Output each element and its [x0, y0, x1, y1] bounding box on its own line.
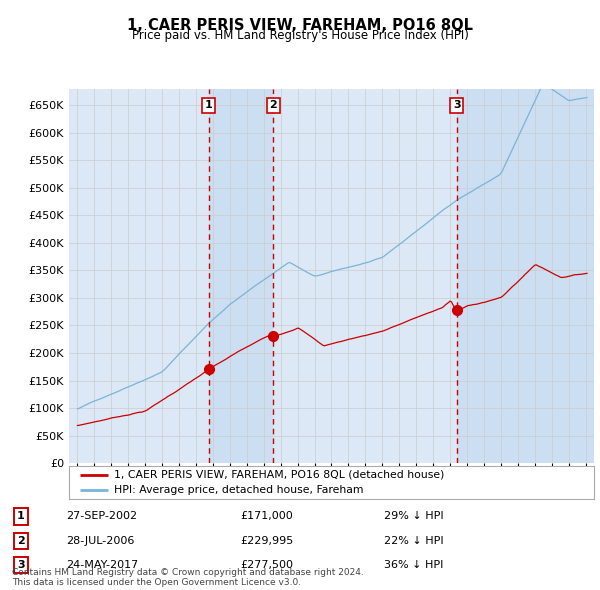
Text: 36% ↓ HPI: 36% ↓ HPI — [384, 560, 443, 570]
Text: 1, CAER PERIS VIEW, FAREHAM, PO16 8QL (detached house): 1, CAER PERIS VIEW, FAREHAM, PO16 8QL (d… — [113, 470, 444, 480]
Text: £229,995: £229,995 — [240, 536, 293, 546]
Text: 1: 1 — [17, 512, 25, 522]
Text: 1: 1 — [205, 100, 212, 110]
Text: 3: 3 — [17, 560, 25, 570]
Text: Price paid vs. HM Land Registry's House Price Index (HPI): Price paid vs. HM Land Registry's House … — [131, 30, 469, 42]
Text: £171,000: £171,000 — [240, 512, 293, 522]
Text: 1, CAER PERIS VIEW, FAREHAM, PO16 8QL: 1, CAER PERIS VIEW, FAREHAM, PO16 8QL — [127, 18, 473, 32]
Text: HPI: Average price, detached house, Fareham: HPI: Average price, detached house, Fare… — [113, 485, 363, 495]
Text: 3: 3 — [453, 100, 460, 110]
Text: 2: 2 — [269, 100, 277, 110]
Text: 2: 2 — [17, 536, 25, 546]
Text: Contains HM Land Registry data © Crown copyright and database right 2024.
This d: Contains HM Land Registry data © Crown c… — [12, 568, 364, 587]
Text: 29% ↓ HPI: 29% ↓ HPI — [384, 512, 443, 522]
Text: £277,500: £277,500 — [240, 560, 293, 570]
Text: 22% ↓ HPI: 22% ↓ HPI — [384, 536, 443, 546]
Bar — [457, 88, 594, 463]
Text: 27-SEP-2002: 27-SEP-2002 — [66, 512, 137, 522]
Bar — [209, 88, 274, 463]
Text: 28-JUL-2006: 28-JUL-2006 — [66, 536, 134, 546]
Text: 24-MAY-2017: 24-MAY-2017 — [66, 560, 138, 570]
